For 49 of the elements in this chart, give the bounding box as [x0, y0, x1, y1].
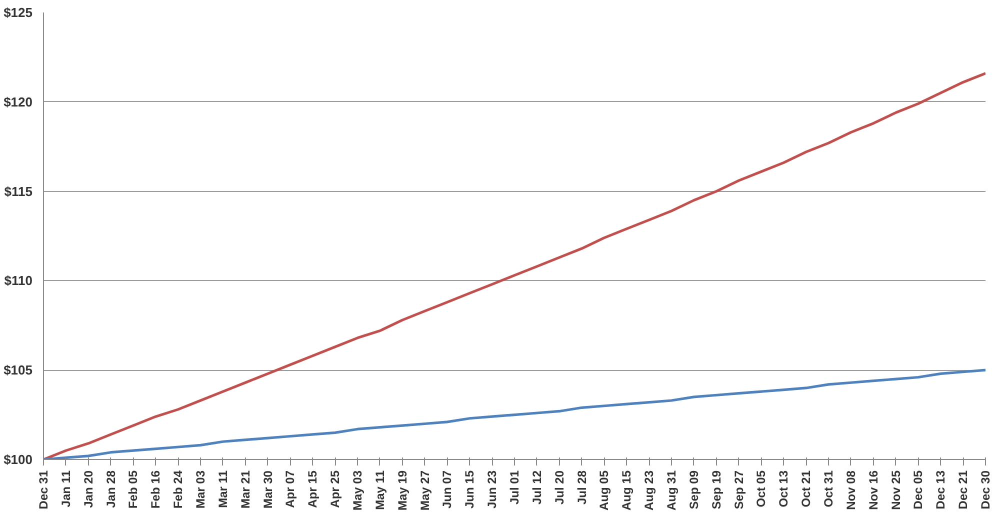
x-tick-label: Dec 31 [36, 470, 50, 510]
x-tick-label: Mar 30 [260, 470, 275, 509]
y-tick-label: $115 [4, 184, 32, 199]
x-tick-label: Nov 25 [888, 470, 903, 510]
x-tick-label: Sep 09 [686, 470, 701, 510]
y-tick-label: $100 [4, 452, 32, 467]
x-tick-label: Dec 30 [978, 470, 992, 510]
x-tick-label: May 27 [418, 470, 432, 511]
x-tick-label: Jul 12 [530, 470, 544, 505]
y-tick-label: $125 [4, 5, 32, 20]
x-tick-label: Oct 05 [754, 470, 768, 508]
x-tick-label: Apr 25 [328, 470, 342, 508]
x-tick-label: Jul 20 [552, 470, 566, 505]
x-tick-label: May 03 [350, 470, 364, 511]
x-tick-label: Mar 11 [216, 470, 230, 508]
x-tick-label: Aug 31 [664, 470, 678, 511]
x-tick-label: Oct 21 [799, 470, 814, 508]
x-tick-label: Sep 27 [732, 470, 746, 510]
x-tick-label: Aug 05 [597, 470, 612, 511]
x-tick-label: Feb 05 [126, 470, 140, 509]
x-tick-label: Feb 16 [148, 470, 163, 509]
x-tick-label: Nov 08 [844, 470, 858, 510]
x-tick-label: Nov 16 [866, 470, 880, 510]
x-tick-label: Jan 11 [58, 470, 73, 508]
x-tick-label: Oct 13 [776, 470, 791, 508]
x-tick-label: Jun 15 [462, 470, 477, 509]
x-tick-label: Apr 15 [306, 470, 320, 508]
x-tick-label: Jun 23 [485, 470, 500, 509]
x-tick-label: May 19 [395, 470, 410, 511]
x-tick-label: Mar 21 [238, 470, 252, 509]
x-tick-label: Jun 07 [440, 470, 454, 509]
x-tick-label: Sep 19 [709, 470, 724, 510]
y-tick-label: $110 [4, 273, 32, 288]
x-tick-label: Apr 07 [283, 470, 298, 508]
y-tick-label: $105 [4, 362, 32, 378]
x-tick-label: May 11 [372, 470, 387, 510]
x-tick-label: Feb 24 [171, 470, 186, 509]
x-tick-label: Oct 31 [822, 470, 836, 508]
x-tick-label: Aug 15 [620, 470, 634, 511]
x-tick-label: Jul 28 [574, 470, 589, 505]
x-tick-label: Dec 05 [911, 470, 926, 510]
x-tick-label: Dec 21 [956, 470, 970, 510]
x-tick-label: Jan 20 [81, 470, 96, 508]
x-tick-label: Mar 03 [194, 470, 208, 509]
x-tick-label: Jan 28 [104, 470, 118, 508]
x-tick-label: Jul 01 [508, 470, 522, 505]
x-tick-label: Dec 13 [934, 470, 948, 510]
y-tick-label: $120 [4, 94, 32, 110]
x-tick-label: Aug 23 [642, 470, 656, 511]
